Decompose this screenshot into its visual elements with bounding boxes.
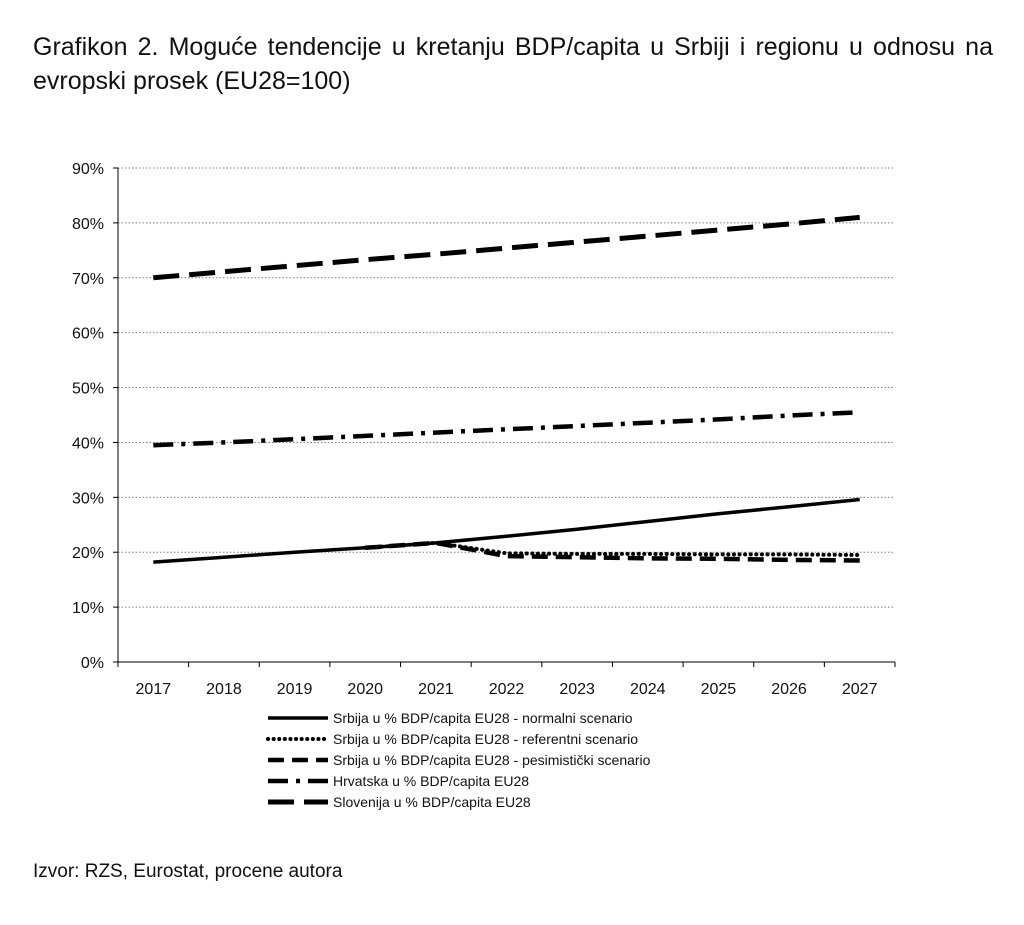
line-chart: 0%10%20%30%40%50%60%70%80%90% 2017 2018 20… [72, 161, 896, 810]
legend-label: Srbija u % BDP/capita EU28 - referentni … [333, 731, 638, 747]
legend-label: Srbija u % BDP/capita EU28 - normalni sc… [333, 710, 633, 726]
x-tick-label: 2022 [489, 681, 525, 698]
x-axis-ticks: 2017 2018 2019 2020 2021 2022 2023 2024 2025 2026… [117, 662, 896, 698]
x-tick-label: 2021 [418, 681, 454, 698]
series-line-dashed [365, 540, 860, 563]
y-tick-label: 90% [72, 161, 104, 178]
gridlines [118, 167, 895, 608]
x-tick-label: 2024 [630, 681, 666, 698]
x-tick-label: 2018 [206, 681, 242, 698]
x-tick-label: 2020 [347, 681, 383, 698]
x-tick-label: 2019 [277, 681, 313, 698]
series-line-solid [153, 497, 860, 564]
y-tick-label: 70% [72, 271, 104, 288]
y-tick-label: 30% [72, 490, 104, 507]
series-line-longdash [153, 214, 860, 281]
y-tick-label: 50% [72, 381, 104, 398]
legend: Srbija u % BDP/capita EU28 - normalni sc… [266, 710, 651, 810]
axes [117, 168, 895, 663]
y-axis-ticks: 0% 10% 20% 30% 40% 50% 60% 70% 80% 90% [72, 161, 118, 672]
x-tick-label: 2017 [136, 681, 172, 698]
legend-label: Slovenija u % BDP/capita EU28 [333, 794, 531, 810]
y-tick-label: 80% [72, 216, 104, 233]
y-tick-label: 0% [81, 655, 104, 672]
y-tick-label: 20% [72, 545, 104, 562]
x-tick-label: 2026 [771, 681, 807, 698]
series-line-dotted [363, 540, 862, 557]
x-tick-label: 2027 [842, 681, 878, 698]
x-tick-label: 2023 [559, 681, 595, 698]
legend-label: Srbija u % BDP/capita EU28 - pesimističk… [333, 752, 651, 768]
series-lines [153, 214, 862, 564]
series-line-dashdot [153, 410, 860, 448]
x-tick-label: 2025 [701, 681, 737, 698]
source-note: Izvor: RZS, Eurostat, procene autora [33, 861, 343, 882]
y-tick-label: 40% [72, 435, 104, 452]
legend-label: Hrvatska u % BDP/capita EU28 [333, 773, 529, 789]
chart-title: Grafikon 2. Moguće tendencije u kretanju… [33, 33, 993, 95]
y-tick-label: 10% [72, 600, 104, 617]
y-tick-label: 60% [72, 326, 104, 343]
